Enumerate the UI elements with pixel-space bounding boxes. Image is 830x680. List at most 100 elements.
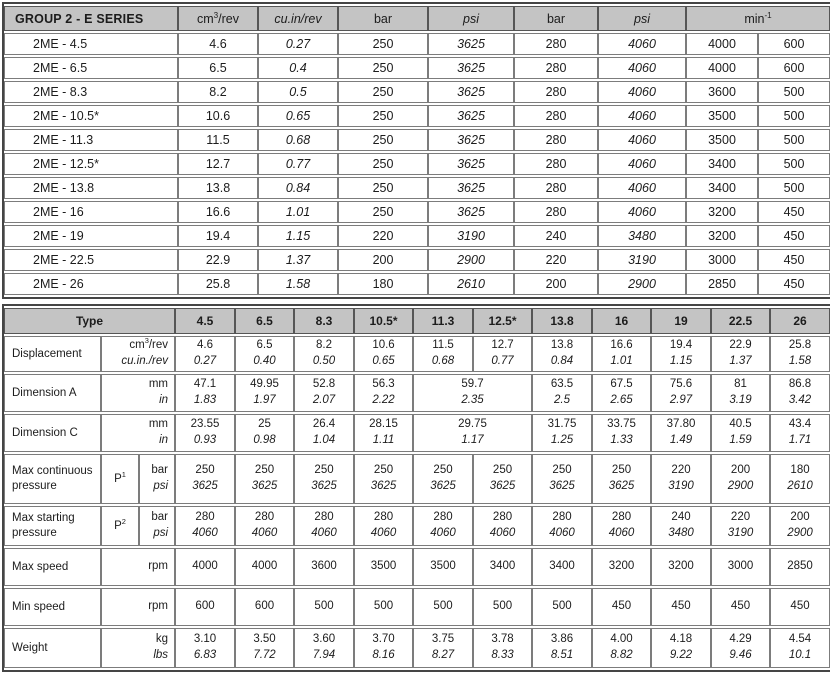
spec-value-cell: 4.00 8.82	[592, 628, 652, 668]
type-column-header: 10.5*	[354, 308, 414, 334]
spec-value-line: 3480	[668, 527, 694, 539]
spec-value-line: 31.75	[547, 418, 577, 431]
unit-label: cu.in./rev	[102, 354, 168, 370]
spec-value-cell: 63.5 2.5	[532, 374, 593, 412]
table-row: 2ME - 13.8 13.8 0.84 250 3625 280 4060 3400 500	[4, 177, 830, 199]
type-corner-header: Type	[4, 308, 176, 334]
spec-value-cell: 3200	[651, 548, 712, 586]
spec-value-cell: 16.6 1.01	[592, 336, 652, 372]
spec-value-line: 63.5	[550, 378, 574, 391]
spec-value-line: 56.3	[372, 378, 395, 391]
spec-value-line: 4.00	[610, 633, 633, 646]
row-label: Dimension A	[4, 374, 101, 412]
spec-value-cell: 56.3 2.22	[354, 374, 414, 412]
spec-value-cell: 10.6 0.65	[354, 336, 414, 372]
spec-value-line: 19.4	[669, 339, 693, 352]
table-row: 2ME - 6.5 6.5 0.4 250 3625 280 4060 4000 600	[4, 57, 830, 79]
spec-value-line: 59.7	[461, 378, 484, 391]
value-cell: 250	[338, 33, 428, 55]
text-part: cm	[196, 11, 214, 26]
spec-value-cell: 3500	[354, 548, 414, 586]
spec-value-cell: 250 3625	[175, 454, 236, 504]
spec-value-line: 3.50	[253, 633, 276, 646]
value-cell: 12.7	[178, 153, 258, 175]
unit-label: kg	[102, 632, 168, 648]
value-cell: 8.2	[178, 81, 258, 103]
spec-value-line: 250	[552, 464, 572, 477]
spec-value-line: 6.5	[256, 339, 273, 352]
spec-value-line: 4060	[251, 527, 278, 539]
spec-value-line: 200	[790, 511, 810, 524]
spec-row: Displacement cm3/rev cu.in./rev 4.6 0.27 6.5 0…	[4, 336, 830, 372]
spec-value-cell: 19.4 1.15	[651, 336, 712, 372]
spec-value-cell: 3200	[592, 548, 652, 586]
spec-value-line: 0.40	[253, 355, 276, 367]
spec-value-line: 3.75	[431, 633, 455, 646]
value-cell: 220	[338, 225, 428, 247]
spec-value-cell: 52.8 2.07	[294, 374, 355, 412]
superscript: -1	[764, 10, 771, 19]
spec-value-line: 4.18	[669, 633, 693, 646]
text-part: min	[744, 11, 765, 26]
unit-label: cm3/rev	[102, 337, 168, 354]
spec-value-line: 250	[373, 464, 394, 477]
spec-value-line: 280	[492, 511, 513, 524]
spec-value-cell: 180 2610	[770, 454, 830, 504]
value-cell: 2900	[428, 249, 514, 271]
text-part: psi	[153, 527, 169, 539]
value-cell: 240	[514, 225, 598, 247]
row-label: Min speed	[4, 588, 101, 626]
spec-value-line: 2610	[787, 480, 813, 492]
spec-value-line: 1.17	[461, 434, 484, 446]
model-name-cell: 2ME - 8.3	[4, 81, 178, 103]
table-row: 2ME - 10.5* 10.6 0.65 250 3625 280 4060 3500 500	[4, 105, 830, 127]
spec-value-cell: 12.7 0.77	[473, 336, 533, 372]
spec-value-cell: 500	[354, 588, 414, 626]
spec-value-line: 450	[611, 600, 632, 613]
spec-value-line: 250	[195, 464, 215, 477]
text-part: cm	[129, 339, 145, 352]
value-cell: 0.77	[258, 153, 338, 175]
spec-value-line: 4060	[489, 527, 516, 539]
spec-value-line: 3.42	[788, 394, 812, 406]
spec-value-line: 500	[433, 600, 453, 613]
text-part: 1	[121, 470, 126, 480]
value-cell: 500	[758, 177, 830, 199]
value-cell: 4060	[598, 177, 686, 199]
spec-value-line: 3.10	[193, 633, 217, 646]
superscript: 3	[214, 10, 219, 19]
table-row: 2ME - 26 25.8 1.58 180 2610 200 2900 2850 450	[4, 273, 830, 295]
value-cell: 0.68	[258, 129, 338, 151]
spec-value-line: 3190	[727, 527, 754, 539]
spec-value-line: 3625	[430, 480, 456, 492]
spec-value-cell: 4.6 0.27	[175, 336, 236, 372]
spec-value-line: 1.04	[312, 434, 336, 446]
unit-cell: kg lbs	[101, 628, 176, 668]
spec-value-line: 280	[314, 511, 334, 524]
spec-value-cell: 220 3190	[711, 506, 771, 546]
type-column-header: 4.5	[175, 308, 236, 334]
spec-row: Weight kg lbs 3.10 6.83 3.50 7.72 3.60 7.94 3.70 8…	[4, 628, 830, 668]
spec-value-line: 450	[730, 600, 751, 613]
value-cell: 220	[514, 249, 598, 271]
spec-value-cell: 3.10 6.83	[175, 628, 236, 668]
spec-value-cell: 75.6 2.97	[651, 374, 712, 412]
type-column-header: 6.5	[235, 308, 295, 334]
spec-value-line: 75.6	[669, 378, 693, 391]
spec-value-cell: 3.86 8.51	[532, 628, 593, 668]
text-part: P	[114, 520, 122, 532]
spec-value-line: 3500	[430, 560, 456, 573]
text-part: 3	[213, 10, 219, 20]
spec-value-line: 8.82	[610, 649, 633, 661]
unit-cell: mm in	[101, 374, 176, 412]
model-name-cell: 2ME - 22.5	[4, 249, 178, 271]
spec-value-cell: 37.80 1.49	[651, 414, 712, 452]
spec-value-line: 1.25	[550, 434, 574, 446]
spec-value-line: 16.6	[610, 339, 633, 352]
text-part: bar	[151, 511, 169, 524]
spec-value-line: 2.07	[312, 394, 336, 406]
spec-value-cell: 26.4 1.04	[294, 414, 355, 452]
spec-value-line: 3625	[251, 480, 278, 492]
spec-value-line: 500	[373, 600, 394, 613]
